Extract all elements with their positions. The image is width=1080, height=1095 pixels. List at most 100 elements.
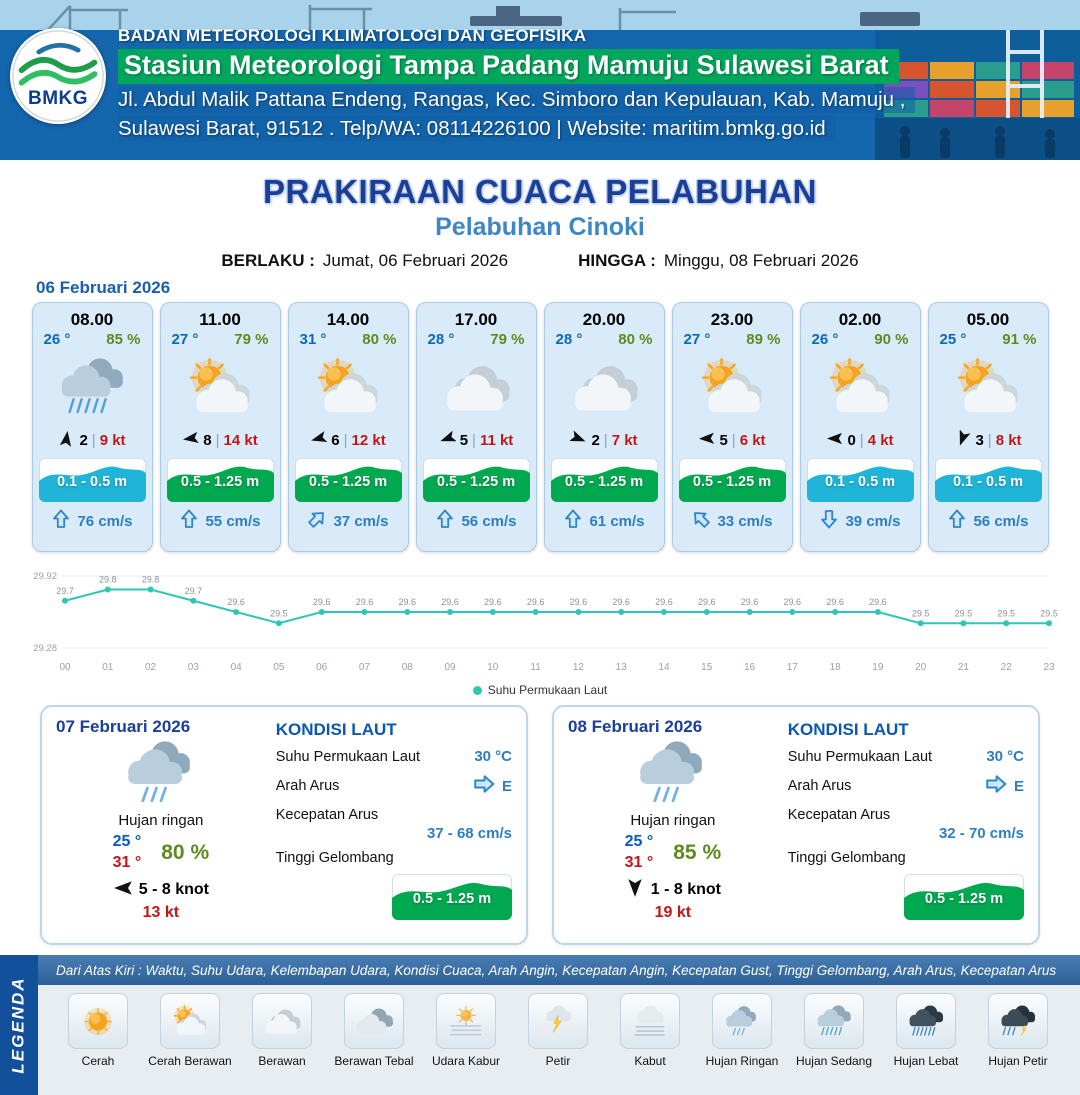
sst-chart-wrap: 29.92 29.28 29.7 00 29.8 01 29.8 02 29.7 03 29.6 04… [0, 552, 1080, 683]
legend-item-label: Petir [545, 1054, 571, 1068]
weather-icon-hujan-lebat [896, 993, 956, 1049]
svg-text:29.8: 29.8 [142, 575, 160, 585]
wind-direction-icon [826, 430, 843, 451]
weather-icon-petir [528, 993, 588, 1049]
wave-height-badge: 0.1 - 0.5 m [934, 458, 1042, 502]
legend-item: Hujan Petir [972, 993, 1064, 1068]
forecast-card: 20.00 28 ° 80 % 2 | 7 kt 0.5 - 1.25 m 61… [543, 302, 665, 552]
legend-item-label: Kabut [634, 1054, 666, 1068]
wind-direction-icon [569, 429, 587, 451]
legend-item-label: Hujan Lebat [893, 1054, 959, 1068]
svg-text:16: 16 [744, 662, 756, 673]
current-direction-icon [435, 509, 455, 533]
card-current: 37 cm/s [307, 509, 389, 533]
card-time: 17.00 [454, 310, 498, 329]
weather-icon-cerah-berawan [176, 348, 264, 428]
svg-text:07: 07 [359, 662, 371, 673]
day-condition: Hujan ringan [118, 812, 204, 829]
legend-item: Petir [512, 993, 604, 1068]
port-name: Pelabuhan Cinoki [435, 213, 645, 241]
weather-icon-cerah-berawan [944, 348, 1032, 428]
wave-height-badge: 0.1 - 0.5 m [38, 458, 146, 502]
svg-text:29.6: 29.6 [826, 597, 844, 607]
current-speed: 61 cm/s [589, 512, 645, 530]
legend-item-label: Berawan [258, 1054, 306, 1068]
wind-number: 2 [591, 431, 600, 449]
weather-icon-hujan-sedang [48, 348, 136, 428]
svg-text:06: 06 [316, 662, 328, 673]
card-time: 14.00 [326, 310, 370, 329]
day-condition: Hujan ringan [630, 812, 716, 829]
card-humidity: 90 % [874, 331, 909, 348]
day-wind-range: 5 - 8 knot [138, 881, 209, 899]
wind-speed: 7 kt [611, 431, 638, 449]
wind-direction-icon [113, 878, 133, 903]
hingga-label: HINGGA : [578, 251, 656, 270]
legend-ribbon-text: LEGENDA [9, 976, 28, 1074]
bmkg-logo-text: BMKG [27, 88, 89, 109]
page-title: PRAKIRAAN CUACA PELABUHAN [263, 173, 817, 210]
wind-divider: | [859, 431, 864, 449]
card-temperature: 28 ° [427, 331, 455, 348]
day-humidity: 85 % [673, 840, 722, 864]
svg-text:10: 10 [487, 662, 499, 673]
svg-text:20: 20 [915, 662, 927, 673]
svg-text:14: 14 [658, 662, 670, 673]
day-temp-max: 31 ° [624, 853, 654, 871]
wind-number: 5 [719, 431, 728, 449]
svg-text:29.7: 29.7 [185, 586, 203, 596]
card-temperature: 25 ° [939, 331, 967, 348]
berlaku-label: BERLAKU : [221, 251, 315, 270]
wind-direction-icon [698, 430, 715, 451]
wave-height-badge: 0.5 - 1.25 m [392, 874, 512, 920]
sea-conditions-title: KONDISI LAUT [787, 720, 909, 739]
current-speed: 76 cm/s [77, 512, 133, 530]
svg-text:18: 18 [830, 662, 842, 673]
bmkg-logo: BMKG [10, 28, 106, 124]
current-direction-icon [51, 509, 71, 533]
chart-legend-dot [472, 685, 482, 695]
forecast-card: 11.00 27 ° 79 % 8 | 14 kt 0.5 - 1.25 m 5… [159, 302, 281, 552]
current-direction-value: E [985, 773, 1024, 799]
weather-icon-cerah [68, 993, 128, 1049]
wave-height-badge: 0.5 - 1.25 m [904, 874, 1024, 920]
legend-item: Berawan [236, 993, 328, 1068]
forecast-cards: 08.00 26 ° 85 % 2 | 9 kt 0.1 - 0.5 m 76 … [0, 302, 1080, 552]
svg-text:08: 08 [402, 662, 414, 673]
svg-text:05: 05 [273, 662, 285, 673]
legend-items: Cerah Cerah Berawan Berawan Berawan Teba… [0, 985, 1080, 1068]
wind-divider: | [731, 431, 736, 449]
card-current: 56 cm/s [947, 509, 1029, 533]
svg-text:01: 01 [102, 662, 114, 673]
current-direction-icon [563, 509, 583, 533]
current-speed-value: 37 - 68 cm/s [426, 825, 512, 842]
wind-divider: | [472, 431, 476, 449]
svg-text:12: 12 [573, 662, 585, 673]
svg-text:29.6: 29.6 [869, 597, 887, 607]
station-address-line2: Sulawesi Barat, 91512 . Telp/WA: 0811422… [118, 115, 836, 142]
card-current: 55 cm/s [179, 509, 261, 533]
card-current: 56 cm/s [435, 509, 517, 533]
wind-speed: 6 kt [739, 431, 766, 449]
wind-number: 2 [79, 431, 88, 449]
card-wind: 8 | 14 kt [182, 428, 258, 452]
forecast-card: 17.00 28 ° 79 % 5 | 11 kt 0.5 - 1.25 m 5… [415, 302, 537, 552]
legend-ribbon: LEGENDA [0, 955, 38, 1095]
sst-label: Suhu Permukaan Laut [787, 748, 933, 765]
current-direction-label: Arah Arus [787, 778, 852, 794]
wind-number: 8 [203, 431, 212, 449]
wind-speed: 12 kt [351, 431, 386, 449]
weather-icon-hujan-sedang [804, 993, 864, 1049]
weather-icon-hujan-petir [988, 993, 1048, 1049]
wind-speed: 9 kt [99, 431, 126, 449]
wave-height-badge: 0.5 - 1.25 m [294, 458, 402, 502]
svg-text:21: 21 [958, 662, 970, 673]
sea-surface-temp-chart: 29.92 29.28 29.7 00 29.8 01 29.8 02 29.7 03 29.6 04… [33, 571, 1058, 673]
card-time: 05.00 [966, 310, 1010, 329]
card-temperature: 27 ° [171, 331, 199, 348]
card-humidity: 79 % [234, 331, 269, 348]
svg-text:00: 00 [59, 662, 71, 673]
day-humidity: 80 % [161, 840, 210, 864]
svg-text:29.6: 29.6 [484, 597, 502, 607]
current-speed: 33 cm/s [717, 512, 773, 530]
